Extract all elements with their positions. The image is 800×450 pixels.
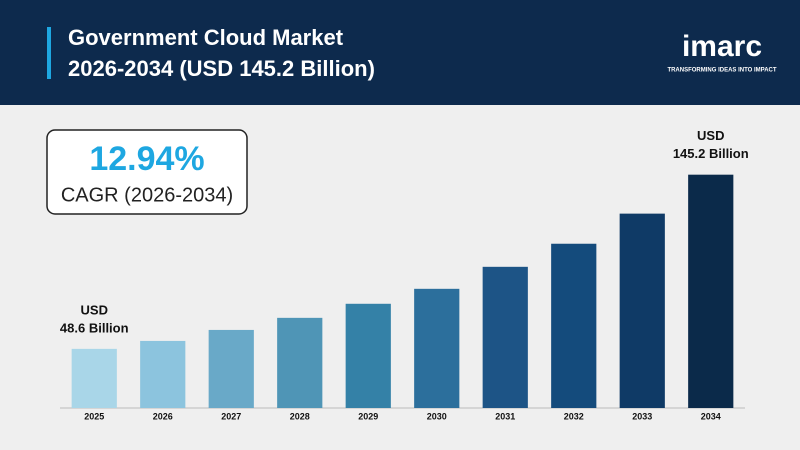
bar [345,303,391,408]
value-label-unit: USD [81,302,108,317]
value-label: 48.6 Billion [60,320,129,335]
x-tick-label: 2026 [153,411,173,421]
bar [414,288,460,408]
x-tick-label: 2034 [701,411,721,421]
bar [619,213,665,408]
x-tick-label: 2033 [632,411,652,421]
x-tick-label: 2031 [495,411,515,421]
x-tick-label: 2025 [84,411,104,421]
bar [277,317,323,408]
brand-tagline: TRANSFORMING IDEAS INTO IMPACT [667,68,776,74]
value-label: 145.2 Billion [673,146,749,161]
bar [551,243,597,408]
bar [71,348,117,408]
value-label-unit: USD [697,128,724,143]
title-line: 2026-2034 (USD 145.2 Billion) [68,56,375,81]
cagr-value: 12.94% [89,140,204,178]
cagr-caption: CAGR (2026-2034) [61,184,233,206]
bar [208,329,254,408]
bar [140,340,186,408]
x-tick-label: 2029 [358,411,378,421]
x-tick-label: 2030 [427,411,447,421]
cagr-box [46,129,248,215]
bar [688,174,734,408]
header-band [0,0,800,105]
x-tick-label: 2028 [290,411,310,421]
x-tick-label: 2027 [221,411,241,421]
title-accent [47,27,51,79]
x-tick-label: 2032 [564,411,584,421]
brand-name: imarc [682,30,762,63]
bar [482,266,528,408]
title-line: Government Cloud Market [68,25,344,50]
